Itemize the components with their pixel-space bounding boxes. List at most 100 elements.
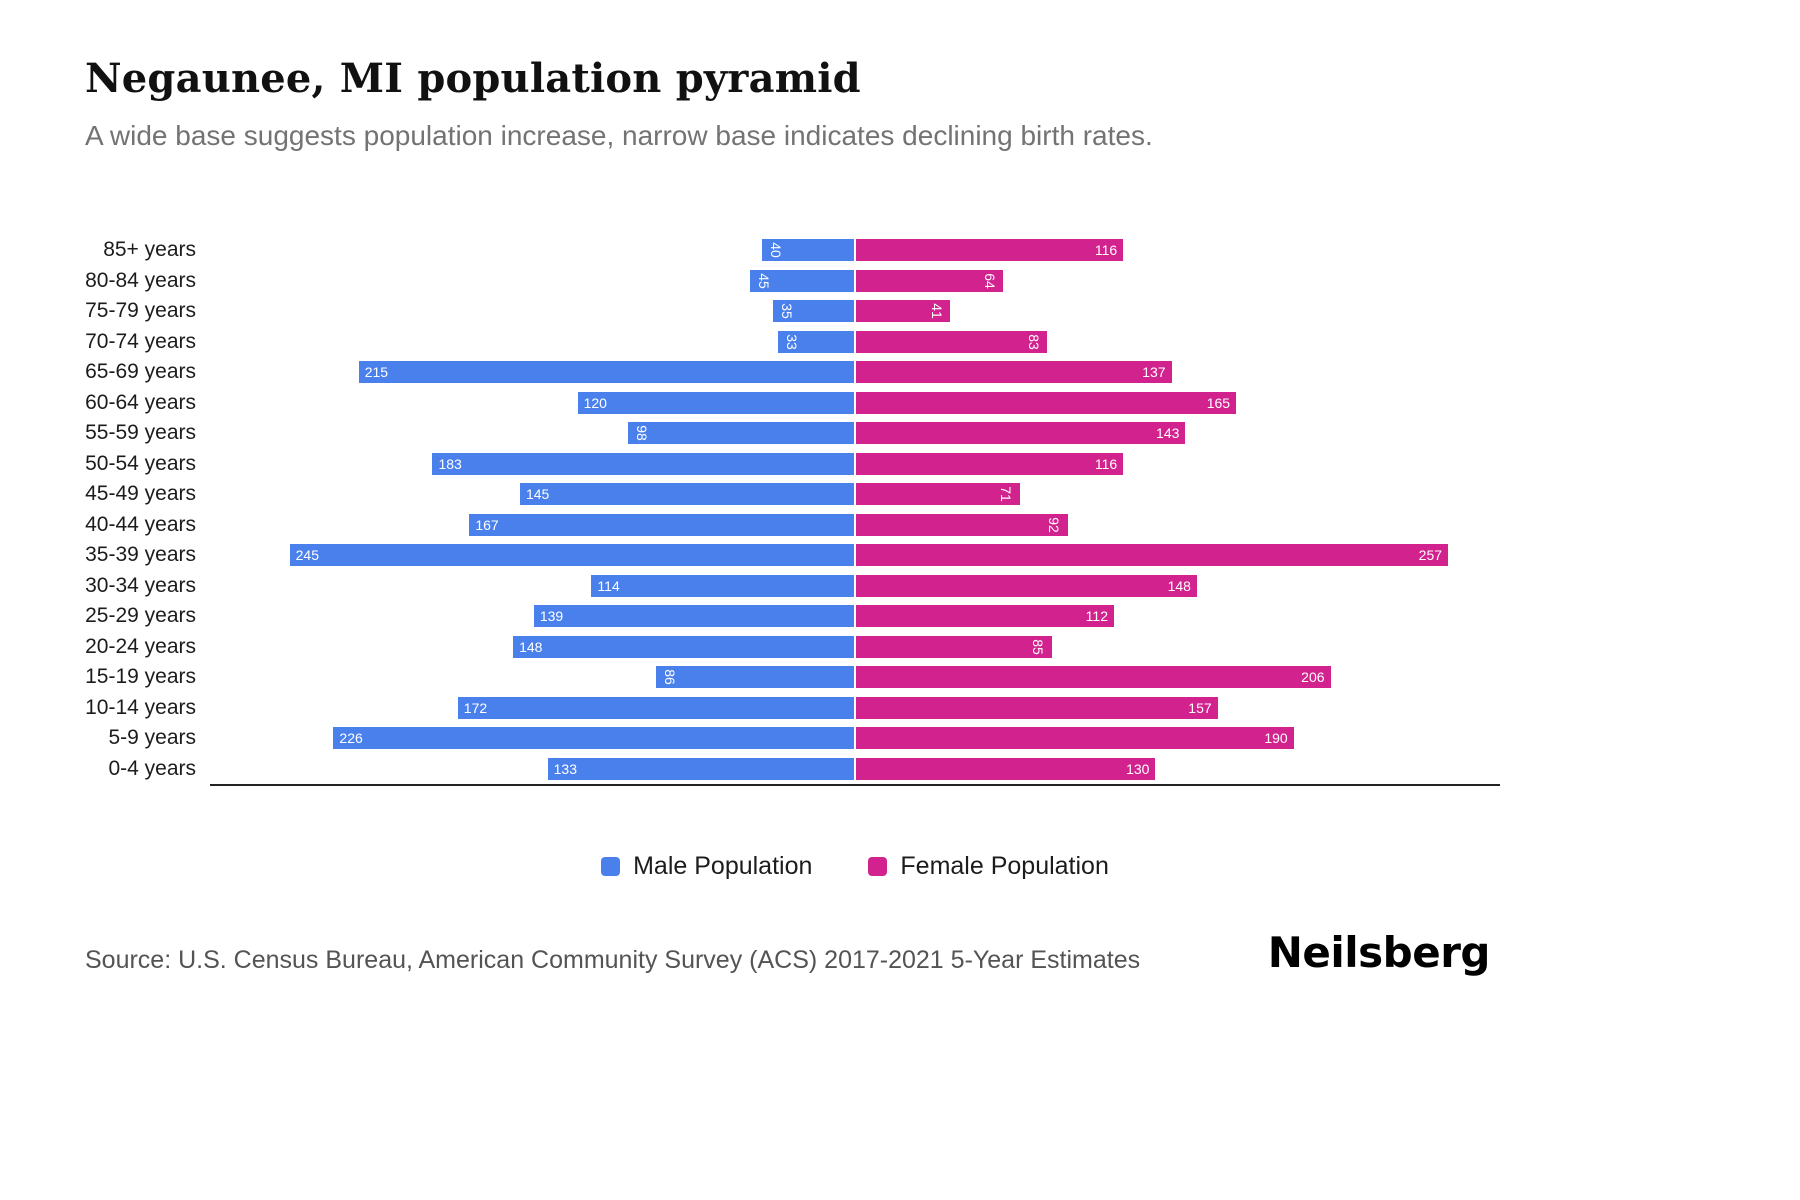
male-bar[interactable]: 148 [513, 635, 854, 658]
male-bar[interactable]: 245 [289, 544, 854, 567]
male-bar[interactable]: 215 [358, 361, 854, 384]
female-bar[interactable]: 165 [856, 391, 1237, 414]
female-bar[interactable]: 148 [856, 574, 1197, 597]
brand-logo: Neilsberg [1267, 928, 1491, 977]
male-bar-value: 98 [634, 425, 651, 442]
pyramid-row: 30-34 years 114 148 [85, 571, 1500, 602]
male-bar[interactable]: 35 [773, 300, 854, 323]
female-bar-value: 64 [981, 272, 998, 289]
male-zone: 133 [210, 757, 855, 780]
male-zone: 86 [210, 666, 855, 689]
male-bar[interactable]: 120 [577, 391, 854, 414]
male-bar[interactable]: 139 [533, 605, 854, 628]
chart-subtitle: A wide base suggests population increase… [85, 120, 1153, 151]
male-bar-value: 35 [779, 303, 796, 320]
male-bar[interactable]: 33 [777, 330, 854, 353]
female-bar[interactable]: 206 [856, 666, 1331, 689]
age-group-label: 10-14 years [85, 695, 196, 719]
pyramid-row: 75-79 years 35 41 [85, 296, 1500, 327]
female-bar[interactable]: 112 [856, 605, 1114, 628]
female-bar-value: 116 [1094, 242, 1118, 259]
female-zone: 112 [855, 605, 1500, 628]
male-zone: 98 [210, 422, 855, 445]
female-bar[interactable]: 130 [856, 757, 1156, 780]
row-plot: 145 71 [210, 483, 1500, 506]
row-plot: 183 116 [210, 452, 1500, 475]
male-zone: 145 [210, 483, 855, 506]
row-plot: 86 206 [210, 666, 1500, 689]
male-bar[interactable]: 183 [432, 452, 854, 475]
male-zone: 45 [210, 269, 855, 292]
male-bar-value: 245 [295, 547, 319, 564]
male-bar-value: 114 [597, 577, 620, 594]
female-zone: 148 [855, 574, 1500, 597]
female-bar[interactable]: 71 [856, 483, 1020, 506]
male-zone: 40 [210, 239, 855, 262]
female-swatch-icon [868, 857, 888, 876]
female-zone: 92 [855, 513, 1500, 536]
female-bar[interactable]: 64 [856, 269, 1004, 292]
female-bar-value: 137 [1142, 364, 1166, 381]
row-plot: 35 41 [210, 300, 1500, 323]
male-bar-value: 172 [463, 699, 488, 716]
pyramid-row: 20-24 years 148 85 [85, 632, 1500, 663]
male-bar[interactable]: 172 [457, 696, 854, 719]
row-plot: 114 148 [210, 574, 1500, 597]
female-bar[interactable]: 41 [856, 300, 951, 323]
female-bar-value: 112 [1085, 608, 1108, 625]
female-zone: 165 [855, 391, 1500, 414]
age-group-label: 60-64 years [85, 390, 196, 414]
age-group-label: 0-4 years [108, 756, 196, 780]
male-bar[interactable]: 145 [519, 483, 854, 506]
female-bar[interactable]: 116 [856, 239, 1124, 262]
age-group-label: 65-69 years [85, 360, 196, 384]
female-bar[interactable]: 257 [856, 544, 1449, 567]
female-bar-value: 83 [1025, 333, 1042, 350]
male-bar[interactable]: 45 [750, 269, 854, 292]
age-group-label: 55-59 years [85, 421, 196, 445]
female-bar[interactable]: 137 [856, 361, 1172, 384]
female-bar-value: 116 [1094, 455, 1118, 472]
pyramid-row: 50-54 years 183 116 [85, 449, 1500, 480]
female-bar-value: 157 [1188, 699, 1212, 716]
female-bar[interactable]: 116 [856, 452, 1124, 475]
female-bar[interactable]: 92 [856, 513, 1068, 536]
female-bar-value: 41 [928, 303, 945, 320]
legend-item-female[interactable]: Female Population [868, 852, 1109, 881]
age-group-label: 50-54 years [85, 451, 196, 475]
female-bar-value: 92 [1046, 516, 1063, 533]
male-bar[interactable]: 167 [469, 513, 854, 536]
male-bar[interactable]: 98 [628, 422, 854, 445]
female-bar[interactable]: 157 [856, 696, 1218, 719]
female-bar-value: 71 [997, 486, 1014, 503]
row-plot: 133 130 [210, 757, 1500, 780]
pyramid-row: 35-39 years 245 257 [85, 540, 1500, 571]
male-bar-value: 33 [783, 333, 800, 350]
pyramid-row: 40-44 years 167 92 [85, 510, 1500, 541]
row-plot: 120 165 [210, 391, 1500, 414]
female-bar[interactable]: 83 [856, 330, 1048, 353]
row-plot: 172 157 [210, 696, 1500, 719]
female-bar[interactable]: 190 [856, 727, 1294, 750]
male-zone: 33 [210, 330, 855, 353]
female-zone: 83 [855, 330, 1500, 353]
pyramid-rows: 85+ years 40 116 80-84 years 45 64 75-79 years… [85, 235, 1500, 784]
male-bar[interactable]: 226 [333, 727, 854, 750]
female-zone: 206 [855, 666, 1500, 689]
male-bar-value: 148 [519, 638, 543, 655]
legend-item-male[interactable]: Male Population [601, 852, 812, 881]
male-bar[interactable]: 86 [655, 666, 854, 689]
row-plot: 139 112 [210, 605, 1500, 628]
male-bar[interactable]: 133 [547, 757, 854, 780]
male-bar-value: 226 [339, 730, 363, 747]
row-plot: 40 116 [210, 239, 1500, 262]
male-zone: 35 [210, 300, 855, 323]
female-bar[interactable]: 143 [856, 422, 1186, 445]
age-group-label: 15-19 years [85, 665, 196, 689]
male-bar-value: 183 [438, 455, 462, 472]
age-group-label: 85+ years [103, 238, 196, 262]
male-bar[interactable]: 114 [591, 574, 854, 597]
male-bar[interactable]: 40 [761, 239, 854, 262]
female-bar[interactable]: 85 [856, 635, 1052, 658]
